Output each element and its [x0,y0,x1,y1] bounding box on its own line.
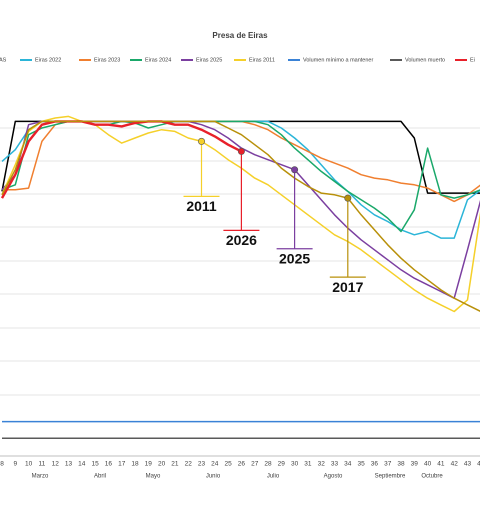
x-tick-label: 41 [437,461,445,468]
x-tick-label: 18 [131,461,139,468]
legend-label: Ei [470,57,475,63]
x-tick-label: 28 [264,461,272,468]
x-tick-label: 34 [344,461,352,468]
x-tick-label: 21 [171,461,179,468]
x-tick-label: 32 [318,461,326,468]
x-tick-label: 23 [198,461,206,468]
legend-label: Volumen muerto [405,57,445,63]
x-tick-label: 43 [464,461,472,468]
annotation-point [198,137,206,145]
month-label: Octubre [421,474,443,480]
month-label: Septiembre [375,474,406,480]
x-tick-label: 17 [118,461,126,468]
x-tick-label: 15 [91,461,99,468]
legend-label: Eiras 2024 [145,57,171,63]
x-tick-label: 8 [0,461,4,468]
x-tick-label: 42 [451,461,459,468]
legend-label: Eiras 2022 [35,57,61,63]
x-tick-label: 35 [357,461,365,468]
x-tick-label: 11 [39,461,46,468]
x-tick-label: 31 [304,461,312,468]
annotation-label: 2025 [279,250,310,266]
legend-label: Eiras 2025 [196,57,222,63]
x-tick-label: 36 [371,461,379,468]
x-tick-label: 14 [78,461,86,468]
x-tick-label: 39 [411,461,419,468]
series-line [0,120,242,199]
x-tick-label: 12 [52,461,60,468]
annotation-label: 2017 [332,279,363,295]
month-label: Julio [267,474,280,480]
month-label: Junio [206,474,221,480]
grid [0,127,480,457]
x-tick-label: 24 [211,461,219,468]
x-tick-label: 26 [238,461,246,468]
annotation-point [291,166,299,174]
month-label: Agosto [324,474,343,480]
x-tick-label: 30 [291,461,299,468]
x-tick-label: 19 [145,461,153,468]
x-tick-label: 40 [424,461,432,468]
x-tick-label: 20 [158,461,166,468]
x-tick-label: 25 [224,461,232,468]
x-tick-label: 16 [105,461,113,468]
annotation-point [344,194,352,202]
legend-label: Volumen mínimo a mantener [303,57,373,63]
x-tick-label: 37 [384,461,392,468]
series-line [1,120,480,312]
annotation-point [237,147,245,155]
x-tick-label: 44 [477,461,480,468]
x-tick-label: 13 [65,461,73,468]
legend-label: Eiras 2023 [94,57,120,63]
x-tick-label: 33 [331,461,339,468]
legend-label: Eiras 2011 [249,57,275,63]
x-tick-label: 10 [25,461,33,468]
x-tick-label: 27 [251,461,259,468]
legend-label: RAS [0,57,7,63]
x-tick-label: 38 [397,461,405,468]
x-tick-label: 9 [13,461,17,468]
annotation-label: 2026 [226,232,257,248]
chart-title: Presa de Eiras [212,31,268,40]
month-label: Mayo [146,474,161,480]
x-tick-label: 29 [278,461,286,468]
month-label: Marzo [32,474,49,480]
annotation-label: 2011 [186,198,217,214]
x-tick-label: 22 [185,461,193,468]
month-label: Abril [94,474,106,480]
